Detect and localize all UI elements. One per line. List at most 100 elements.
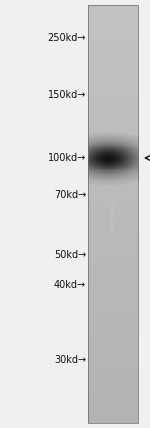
Bar bbox=[96, 136, 97, 137]
Bar bbox=[88, 408, 138, 410]
Bar bbox=[88, 68, 138, 70]
Bar bbox=[114, 151, 115, 152]
Bar bbox=[88, 294, 138, 295]
Bar bbox=[88, 252, 138, 254]
Bar bbox=[100, 184, 101, 185]
Bar bbox=[106, 179, 107, 181]
Bar bbox=[90, 164, 91, 165]
Bar bbox=[120, 133, 121, 134]
Bar bbox=[100, 179, 101, 181]
Bar bbox=[96, 141, 97, 142]
Bar bbox=[123, 156, 124, 157]
Bar bbox=[100, 166, 101, 168]
Bar bbox=[134, 142, 135, 143]
Bar bbox=[104, 156, 105, 157]
Bar bbox=[125, 140, 126, 141]
Bar bbox=[117, 163, 118, 164]
Bar bbox=[105, 149, 106, 150]
Bar bbox=[132, 171, 133, 172]
Bar bbox=[92, 163, 93, 164]
Bar bbox=[136, 151, 137, 152]
Bar bbox=[124, 175, 125, 176]
Bar bbox=[101, 149, 102, 150]
Bar bbox=[131, 141, 132, 142]
Bar bbox=[120, 168, 121, 169]
Bar bbox=[91, 134, 92, 135]
Bar bbox=[114, 144, 115, 145]
Bar bbox=[88, 143, 138, 145]
Bar bbox=[136, 168, 137, 169]
Bar bbox=[110, 161, 111, 162]
Bar bbox=[123, 133, 124, 134]
Bar bbox=[135, 176, 136, 177]
Bar bbox=[113, 157, 114, 158]
Bar bbox=[121, 137, 122, 138]
Bar bbox=[91, 133, 92, 134]
Bar bbox=[119, 140, 120, 141]
Bar bbox=[133, 158, 134, 159]
Bar bbox=[138, 177, 139, 178]
Bar bbox=[98, 165, 99, 166]
Bar bbox=[100, 154, 101, 155]
Bar bbox=[116, 154, 117, 155]
Bar bbox=[105, 166, 106, 168]
Bar bbox=[102, 184, 103, 185]
Bar bbox=[115, 178, 116, 179]
Bar bbox=[102, 183, 103, 184]
Bar bbox=[97, 135, 98, 136]
Bar bbox=[123, 175, 124, 176]
Bar bbox=[113, 149, 114, 150]
Bar bbox=[90, 146, 91, 148]
Bar bbox=[110, 141, 111, 142]
Bar bbox=[108, 152, 109, 153]
Bar bbox=[88, 281, 138, 283]
Bar bbox=[93, 133, 94, 134]
Bar bbox=[113, 143, 114, 144]
Bar bbox=[95, 162, 96, 163]
Bar bbox=[107, 139, 108, 140]
Bar bbox=[99, 136, 100, 137]
Bar bbox=[103, 140, 104, 141]
Bar bbox=[97, 132, 98, 133]
Bar bbox=[116, 146, 117, 148]
Bar bbox=[96, 134, 97, 135]
Bar bbox=[89, 146, 90, 148]
Bar bbox=[88, 175, 89, 176]
Bar bbox=[112, 138, 113, 139]
Bar bbox=[123, 160, 124, 161]
Bar bbox=[89, 165, 90, 166]
Bar bbox=[93, 159, 94, 160]
Bar bbox=[94, 179, 95, 181]
Bar bbox=[103, 179, 104, 181]
Bar bbox=[115, 146, 116, 148]
Bar bbox=[91, 156, 92, 157]
Bar bbox=[88, 143, 89, 144]
Bar bbox=[126, 139, 127, 140]
Bar bbox=[93, 165, 94, 166]
Bar bbox=[104, 148, 105, 149]
Bar bbox=[110, 148, 111, 149]
Bar bbox=[117, 162, 118, 163]
Bar bbox=[121, 171, 122, 172]
Bar bbox=[129, 146, 130, 148]
Bar bbox=[110, 171, 111, 172]
Bar bbox=[122, 136, 123, 137]
Bar bbox=[103, 165, 104, 166]
Bar bbox=[89, 138, 90, 139]
Bar bbox=[122, 143, 123, 144]
Bar bbox=[93, 155, 94, 156]
Bar bbox=[126, 166, 127, 168]
Bar bbox=[114, 173, 115, 174]
Bar bbox=[127, 162, 128, 163]
Bar bbox=[95, 139, 96, 140]
Bar bbox=[89, 182, 90, 183]
Bar bbox=[96, 132, 97, 133]
Bar bbox=[107, 183, 108, 184]
Bar bbox=[130, 175, 131, 176]
Bar bbox=[132, 168, 133, 169]
Bar bbox=[105, 184, 106, 185]
Bar bbox=[107, 155, 108, 156]
Bar bbox=[111, 134, 112, 135]
Bar bbox=[88, 159, 89, 160]
Bar bbox=[105, 141, 106, 142]
